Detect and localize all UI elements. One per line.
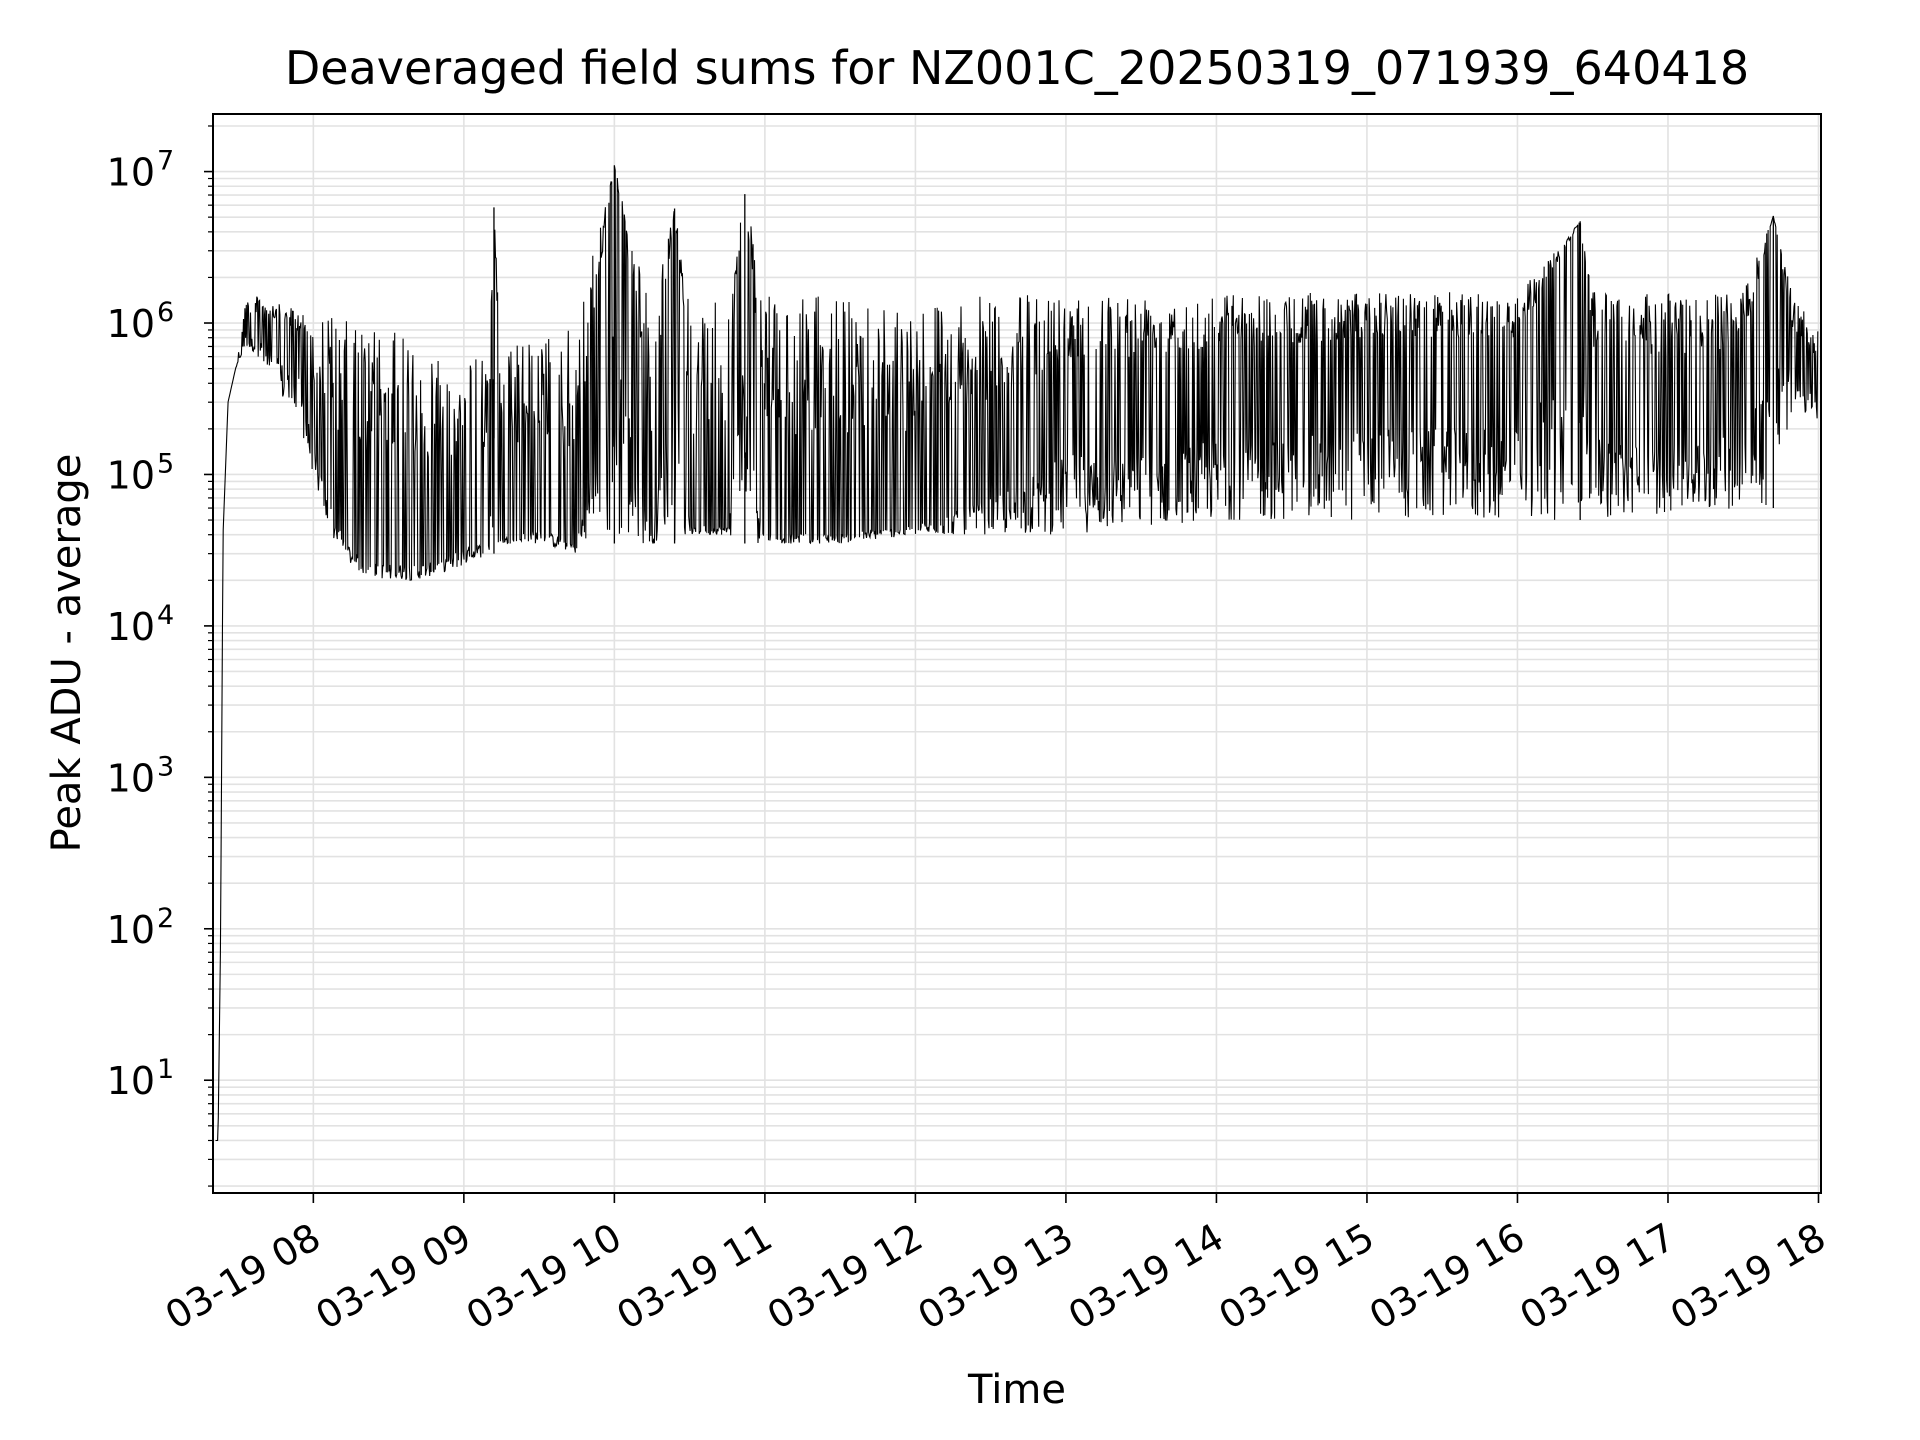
data-series [215,165,1819,1142]
y-tick-exponent: 7 [157,146,174,177]
chart-title: Deaveraged field sums for NZ001C_2025031… [285,41,1749,95]
y-tick-label: 10 [107,756,155,800]
y-tick-exponent: 6 [157,297,174,328]
grid [213,114,1821,1193]
y-tick-exponent: 3 [157,751,174,782]
y-axis-label: Peak ADU - average [44,454,90,853]
y-tick-exponent: 4 [157,600,174,631]
y-tick-label: 10 [107,151,155,195]
y-tick-exponent: 1 [157,1054,174,1085]
y-tick-exponent: 2 [157,903,174,934]
y-tick-label: 10 [107,302,155,346]
y-tick-label: 10 [107,908,155,952]
y-tick-label: 10 [107,605,155,649]
plot-frame [212,113,1822,1194]
y-tick-label: 10 [107,1059,155,1103]
series-line [215,166,1819,1142]
y-tick-exponent: 5 [157,448,174,479]
y-tick-label: 10 [107,453,155,497]
x-axis-label: Time [967,1367,1066,1413]
